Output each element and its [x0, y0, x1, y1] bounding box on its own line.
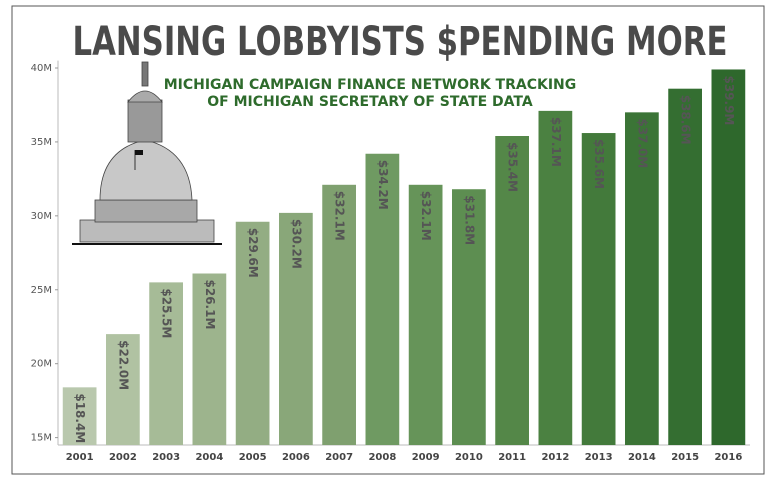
value-label: $31.8M — [462, 195, 476, 245]
bar — [192, 273, 227, 445]
x-tick-label: 2010 — [455, 452, 483, 463]
x-tick-label: 2003 — [152, 452, 180, 463]
value-label: $37.0M — [635, 118, 649, 168]
bar — [711, 69, 746, 446]
x-tick-label: 2006 — [282, 452, 310, 463]
x-tick-label: 2016 — [714, 452, 742, 463]
capitol-icon — [72, 61, 222, 245]
value-label: $34.2M — [376, 160, 390, 210]
bar — [538, 110, 573, 446]
y-tick-label: 40M — [31, 63, 52, 74]
x-tick-label: 2014 — [628, 452, 656, 463]
bar — [149, 282, 183, 445]
x-tick-label: 2009 — [412, 452, 440, 463]
x-tick-label: 2013 — [585, 452, 613, 463]
bar — [625, 112, 659, 445]
value-label: $35.6M — [592, 139, 606, 189]
y-tick-label: 35M — [31, 137, 52, 148]
value-label: $39.9M — [722, 75, 736, 125]
x-tick-label: 2002 — [109, 452, 137, 463]
x-tick-label: 2001 — [66, 452, 94, 463]
value-label: $25.5M — [160, 288, 174, 338]
bar — [235, 221, 270, 445]
value-label: $37.1M — [549, 117, 563, 167]
bar — [322, 184, 356, 445]
x-tick-label: 2012 — [541, 452, 569, 463]
value-label: $18.4M — [73, 393, 87, 443]
bar — [452, 189, 486, 445]
value-label: $26.1M — [203, 279, 217, 329]
bar — [408, 184, 443, 445]
value-label: $35.4M — [506, 142, 520, 192]
chart-title: LANSING LOBBYISTS $PENDING MORE — [73, 19, 728, 65]
subtitle: OF MICHIGAN SECRETARY OF STATE DATA — [207, 94, 533, 110]
y-tick-label: 20M — [31, 359, 52, 370]
bar — [62, 387, 97, 445]
value-label: $22.0M — [116, 340, 130, 390]
x-tick-label: 2007 — [325, 452, 353, 463]
value-label: $32.1M — [333, 191, 347, 241]
bar — [279, 212, 313, 445]
y-tick-label: 15M — [31, 433, 52, 444]
value-label: $29.6M — [246, 228, 260, 278]
bar — [668, 88, 702, 446]
value-label: $32.1M — [419, 191, 433, 241]
value-label: $38.6M — [679, 95, 693, 145]
x-tick-label: 2008 — [368, 452, 396, 463]
subtitle: MICHIGAN CAMPAIGN FINANCE NETWORK TRACKI… — [164, 77, 577, 93]
bar — [365, 153, 400, 445]
bar — [106, 334, 140, 445]
bar — [495, 136, 529, 446]
bar — [581, 133, 616, 445]
value-label: $30.2M — [289, 219, 303, 269]
y-tick-label: 30M — [31, 211, 52, 222]
x-tick-label: 2015 — [671, 452, 699, 463]
y-tick-label: 25M — [31, 285, 52, 296]
x-tick-label: 2011 — [498, 452, 526, 463]
x-tick-label: 2004 — [195, 452, 223, 463]
x-tick-label: 2005 — [239, 452, 267, 463]
